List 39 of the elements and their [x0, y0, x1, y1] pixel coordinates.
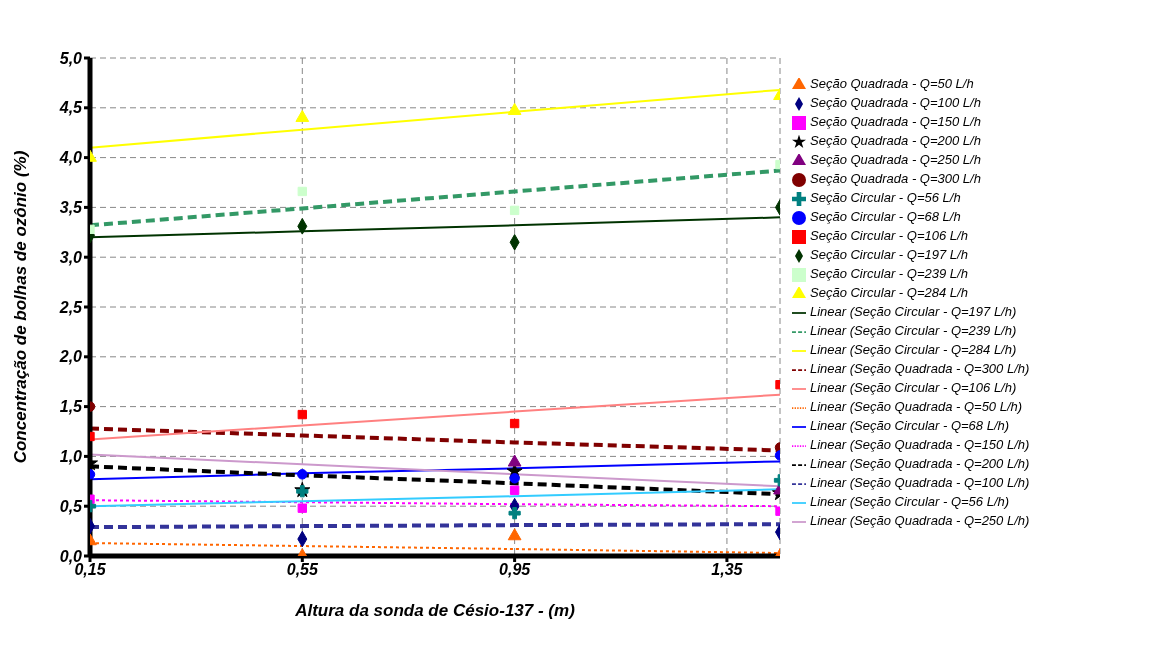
y-tick-label: 1,5 — [59, 398, 84, 416]
y-tick-label: 4,0 — [58, 149, 83, 167]
y-tick-label: 2,0 — [58, 348, 83, 366]
legend-label: Seção Circular - Q=197 L/h — [810, 247, 968, 262]
legend-label: Linear (Seção Quadrada - Q=200 L/h) — [810, 456, 1030, 471]
y-tick-label: 1,0 — [59, 448, 83, 466]
legend-label: Seção Circular - Q=56 L/h — [810, 190, 961, 205]
y-tick-label: 2,5 — [58, 298, 84, 316]
y-tick-label: 4,5 — [58, 99, 84, 117]
legend-label: Linear (Seção Quadrada - Q=100 L/h) — [810, 475, 1030, 490]
legend-label: Seção Quadrada - Q=250 L/h — [810, 152, 981, 167]
legend-label: Linear (Seção Circular - Q=56 L/h) — [810, 494, 1010, 509]
legend-label: Seção Circular - Q=239 L/h — [810, 266, 968, 281]
legend-label: Seção Circular - Q=284 L/h — [810, 285, 968, 300]
legend-label: Linear (Seção Circular - Q=68 L/h) — [810, 418, 1010, 433]
legend-label: Seção Quadrada - Q=50 L/h — [810, 76, 974, 91]
x-tick-label: 0,55 — [286, 561, 319, 579]
legend-label: Seção Quadrada - Q=200 L/h — [810, 133, 981, 148]
legend-label: Linear (Seção Quadrada - Q=250 L/h) — [810, 513, 1030, 528]
legend-label: Seção Circular - Q=68 L/h — [810, 209, 961, 224]
y-tick-label: 3,5 — [59, 199, 84, 217]
legend-label: Linear (Seção Circular - Q=197 L/h) — [810, 304, 1017, 319]
x-tick-label: 0,95 — [499, 561, 532, 579]
legend-label: Linear (Seção Quadrada - Q=300 L/h) — [810, 361, 1030, 376]
x-tick-label: 1,35 — [711, 561, 744, 579]
legend-label: Seção Circular - Q=106 L/h — [810, 228, 968, 243]
legend-label: Linear (Seção Circular - Q=284 L/h) — [810, 342, 1017, 357]
legend-label: Linear (Seção Circular - Q=239 L/h) — [810, 323, 1017, 338]
legend-label: Linear (Seção Quadrada - Q=150 L/h) — [810, 437, 1030, 452]
legend-label: Seção Quadrada - Q=150 L/h — [810, 114, 981, 129]
y-axis-title: Concentração de bolhas de ozônio (%) — [11, 150, 31, 464]
y-tick-label: 0,5 — [59, 497, 84, 515]
x-axis-title: Altura da sonda de Césio-137 - (m) — [294, 601, 576, 620]
legend-label: Seção Quadrada - Q=100 L/h — [810, 95, 981, 110]
legend-label: Linear (Seção Circular - Q=106 L/h) — [810, 380, 1017, 395]
y-tick-label: 3,0 — [59, 248, 83, 266]
y-tick-label: 5,0 — [59, 49, 83, 67]
legend-label: Seção Quadrada - Q=300 L/h — [810, 171, 981, 186]
legend-label: Linear (Seção Quadrada - Q=50 L/h) — [810, 399, 1023, 414]
